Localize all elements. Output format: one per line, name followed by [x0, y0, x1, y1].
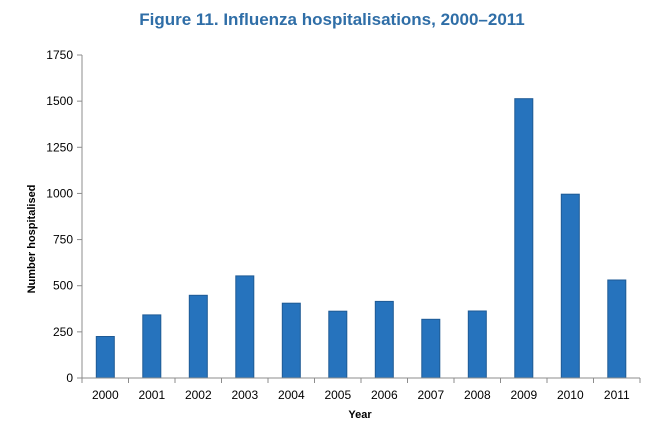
x-tick-label-2007: 2007	[417, 388, 444, 402]
x-tick-label-2005: 2005	[324, 388, 351, 402]
bar-2004	[281, 302, 301, 379]
y-tick-label-1750: 1750	[46, 48, 73, 62]
bar-2003	[235, 275, 255, 379]
bar-2000	[95, 336, 115, 379]
x-tick-label-2009: 2009	[510, 388, 537, 402]
bar-2001	[142, 314, 162, 379]
y-tick-label-0: 0	[66, 371, 73, 385]
y-tick-label-1500: 1500	[46, 94, 73, 108]
bar-2011	[607, 279, 627, 379]
x-tick-label-2000: 2000	[92, 388, 119, 402]
bar-2010	[560, 193, 580, 379]
bar-2007	[421, 318, 441, 379]
x-tick-label-2004: 2004	[278, 388, 305, 402]
x-tick-label-2008: 2008	[464, 388, 491, 402]
bar-2008	[467, 310, 487, 379]
x-tick-label-2001: 2001	[138, 388, 165, 402]
labels-layer: 0 250 500 750 1000 1250 1500 1750 2000 2001 2002 20…	[46, 48, 630, 402]
y-tick-label-250: 250	[53, 325, 73, 339]
x-tick-label-2011: 2011	[604, 388, 630, 402]
y-tick-label-1000: 1000	[46, 186, 73, 200]
chart-title: Figure 11. Influenza hospitalisations, 2…	[139, 10, 525, 29]
x-tick-label-2003: 2003	[231, 388, 258, 402]
bar-2002	[188, 294, 208, 379]
x-tick-label-2010: 2010	[557, 388, 584, 402]
bar-2009	[514, 98, 534, 379]
y-tick-label-750: 750	[53, 233, 73, 247]
y-tick-label-500: 500	[53, 279, 73, 293]
bars-layer	[95, 98, 627, 379]
x-tick-label-2006: 2006	[371, 388, 398, 402]
bar-2006	[374, 300, 394, 379]
y-axis-title: Number hospitalised	[26, 185, 38, 294]
bar-2005	[328, 310, 348, 379]
x-tick-label-2002: 2002	[185, 388, 212, 402]
y-tick-label-1250: 1250	[46, 140, 73, 154]
axes-layer	[77, 54, 641, 383]
x-axis-title: Year	[348, 409, 372, 421]
